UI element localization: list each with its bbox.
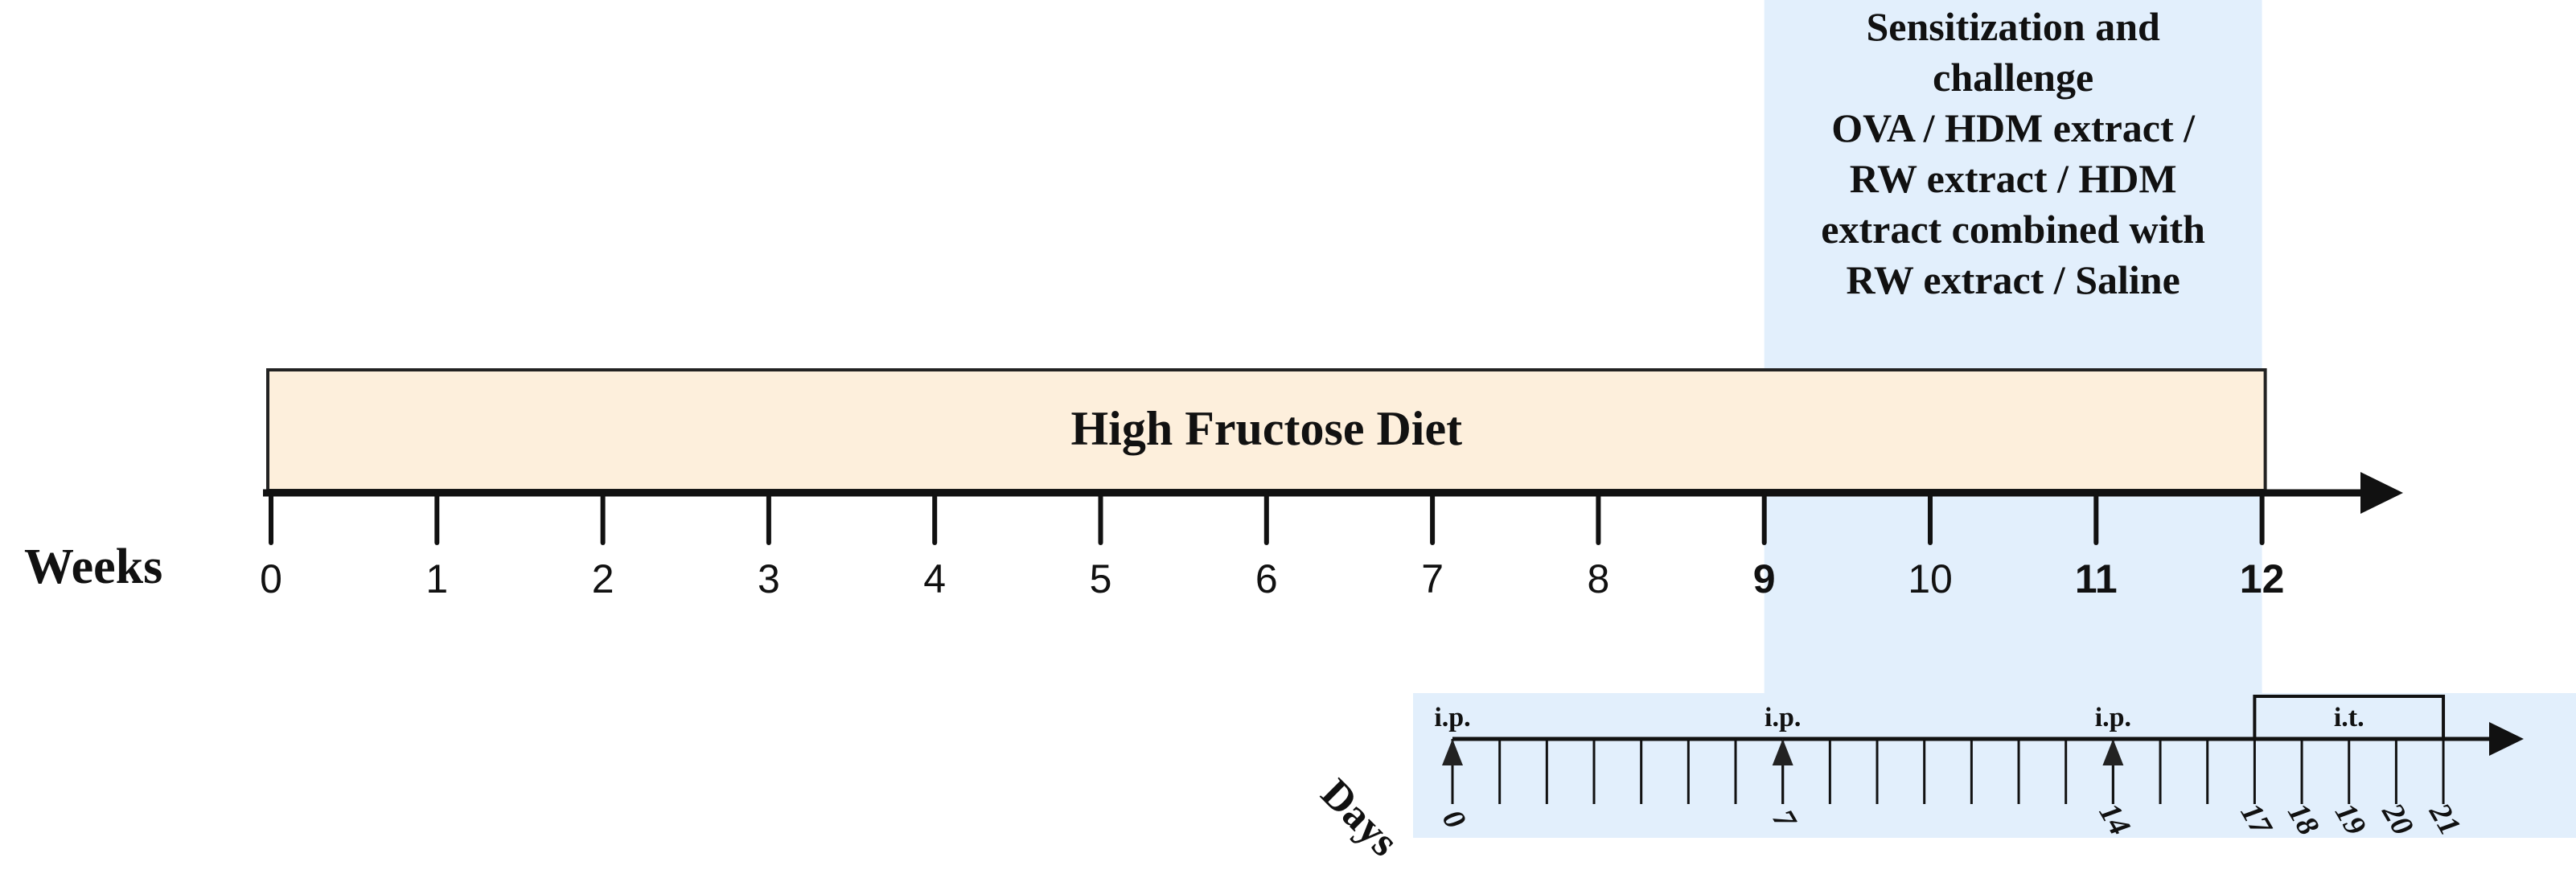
- ip-injection-arrow-icon: [1442, 739, 1463, 765]
- week-tick-label: 1: [425, 556, 448, 601]
- days-axis-label: Days: [1313, 770, 1407, 865]
- week-tick-label: 5: [1090, 556, 1112, 601]
- days-band: [1413, 693, 2576, 838]
- sensitization-panel: [1764, 0, 2262, 693]
- weeks-axis-arrowhead: [2360, 472, 2403, 514]
- sensitization-text-line: challenge: [1933, 55, 2093, 100]
- sensitization-text-line: Sensitization and: [1866, 4, 2160, 49]
- ip-injection-arrow-icon: [2102, 739, 2124, 765]
- week-tick-label: 7: [1421, 556, 1444, 601]
- intratracheal-box: [2253, 695, 2446, 741]
- week-tick-label: 6: [1255, 556, 1278, 601]
- ip-injection-label: i.p.: [1765, 703, 1801, 732]
- ip-injection-arrow-icon: [1772, 739, 1793, 765]
- week-tick-label: 2: [592, 556, 614, 601]
- week-tick-label: 4: [923, 556, 946, 601]
- sensitization-text-line: OVA / HDM extract /: [1831, 105, 2196, 150]
- week-tick-label: 9: [1753, 556, 1776, 601]
- week-tick-label: 8: [1587, 556, 1609, 601]
- week-tick-label: 12: [2240, 556, 2285, 601]
- ip-injection-label: i.p.: [1434, 703, 1470, 732]
- high-fructose-diet-bar: [266, 368, 2267, 492]
- high-fructose-diet-label: High Fructose Diet: [1071, 402, 1463, 455]
- week-tick-label: 3: [758, 556, 780, 601]
- weeks-axis-label: Weeks: [24, 540, 162, 594]
- days-axis-arrowhead: [2489, 722, 2524, 756]
- ip-injection-label: i.p.: [2095, 703, 2131, 732]
- week-tick-label: 11: [2075, 556, 2118, 601]
- sensitization-text-line: RW extract / HDM: [1850, 156, 2177, 201]
- intratracheal-label: i.t.: [2334, 703, 2364, 732]
- week-tick-label: 0: [260, 556, 282, 601]
- sensitization-text-line: extract combined with: [1821, 207, 2205, 252]
- week-tick-label: 10: [1908, 556, 1953, 601]
- sensitization-text-line: RW extract / Saline: [1846, 257, 2180, 302]
